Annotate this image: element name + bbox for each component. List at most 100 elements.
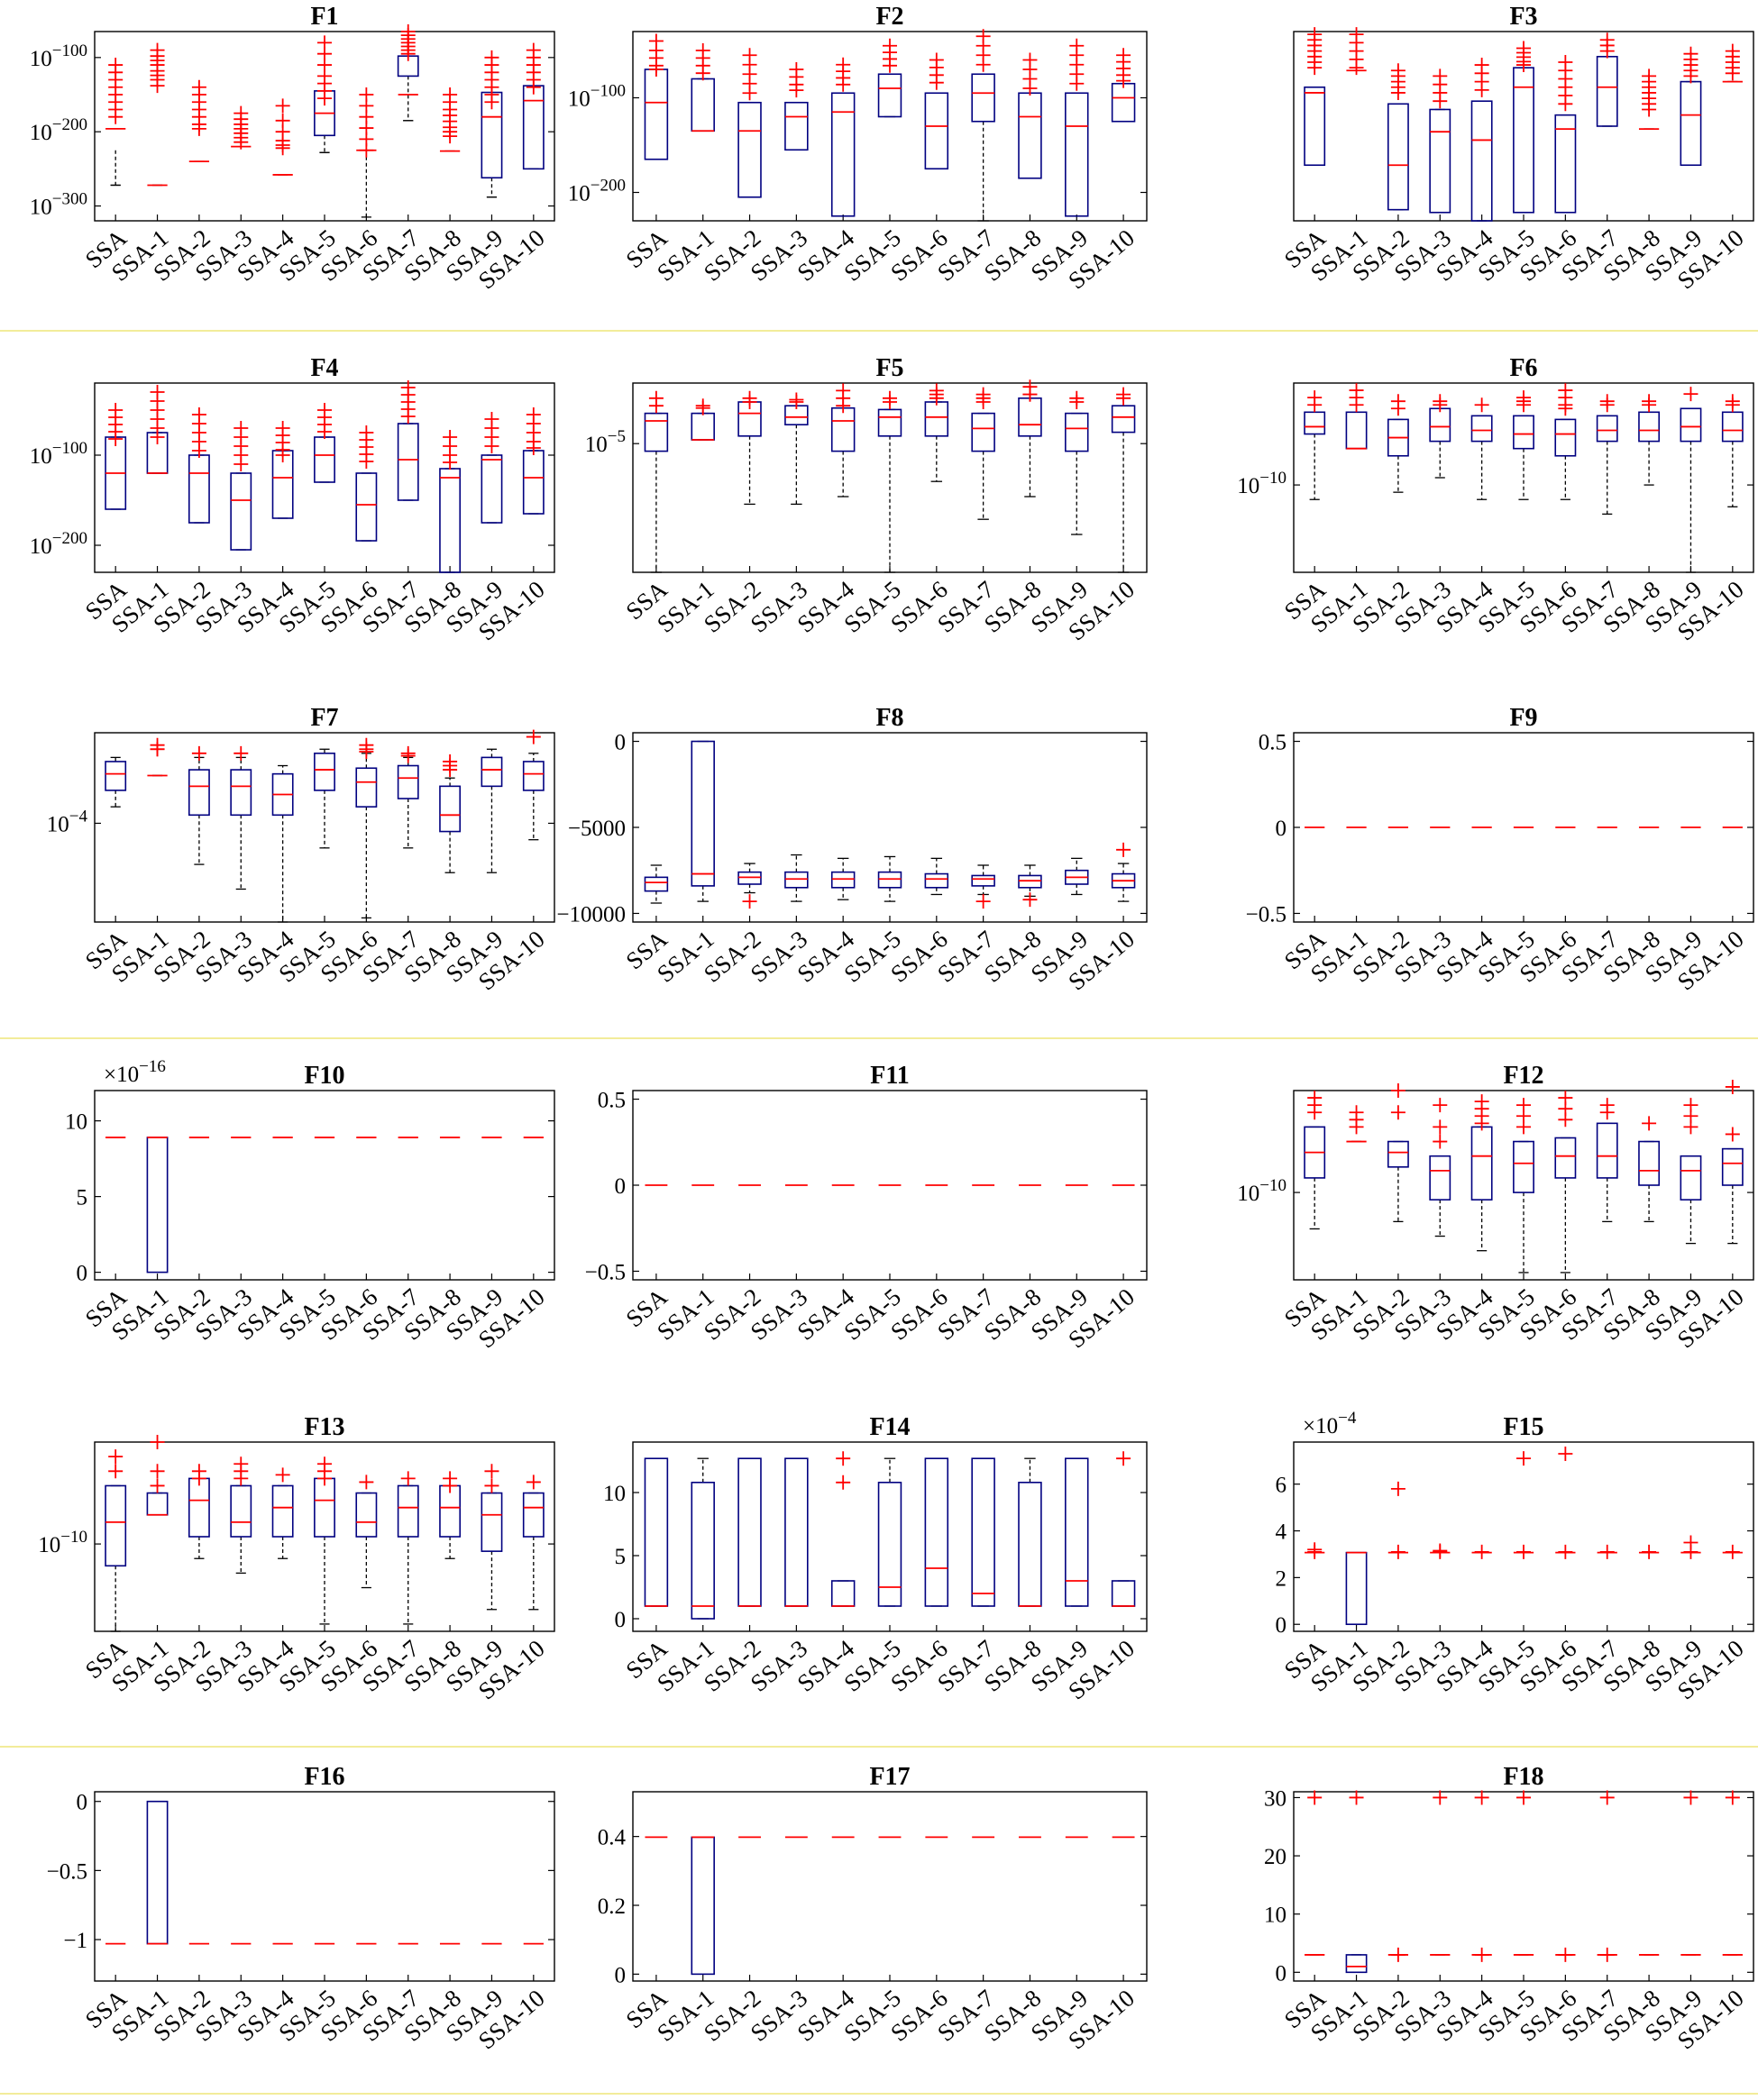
outlier-marker (1516, 58, 1531, 73)
outlier-marker (695, 400, 710, 415)
y-tick-label: 10−4 (47, 807, 88, 836)
outlier-marker (742, 894, 757, 909)
outlier-marker (1725, 1127, 1740, 1142)
outlier-marker (400, 46, 416, 61)
outlier-marker (1642, 1116, 1657, 1131)
outlier-marker (1022, 81, 1038, 96)
outlier-marker (484, 95, 499, 110)
y-tick-label: 0 (1276, 1613, 1287, 1638)
axis-multiplier: ×10−16 (104, 1057, 166, 1087)
outlier-marker (233, 1471, 249, 1486)
box (737, 871, 762, 885)
outlier-marker (150, 742, 165, 757)
outlier-marker (1307, 1105, 1323, 1120)
panel-title: F7 (310, 704, 338, 732)
box (877, 408, 902, 437)
box (1680, 1155, 1702, 1201)
box (1304, 86, 1326, 167)
outlier-marker (1433, 94, 1448, 109)
panel-f14: F141050SSASSA-1SSA-2SSA-3SSA-4SSA-5SSA-6… (603, 1413, 1148, 1705)
box (1513, 1140, 1534, 1193)
panel-f7: F710−4SSASSA-1SSA-2SSA-3SSA-4SSA-5SSA-6S… (47, 704, 555, 996)
axis-multiplier: ×10−4 (1303, 1409, 1357, 1438)
y-tick-label: 10−5 (585, 427, 626, 457)
plot-frame (632, 1441, 1148, 1632)
box (188, 769, 210, 817)
box (784, 871, 809, 889)
box (877, 1482, 902, 1607)
outlier-marker (1069, 395, 1085, 409)
box (105, 761, 127, 791)
y-tick-label: 0 (615, 731, 627, 755)
outlier-marker (1474, 1790, 1489, 1805)
panel-title: F13 (304, 1413, 344, 1441)
box (355, 1492, 378, 1538)
panel-title: F9 (1509, 704, 1537, 732)
panel-title: F3 (1509, 3, 1537, 31)
outlier-marker (359, 142, 374, 158)
box (230, 1484, 252, 1538)
y-tick-label: 10−100 (30, 41, 87, 71)
box (1387, 103, 1409, 211)
outlier-marker (1558, 1947, 1573, 1962)
outlier-marker (1390, 85, 1405, 100)
outlier-marker (929, 390, 944, 406)
outlier-marker (975, 894, 991, 909)
y-tick-label: −5000 (568, 817, 626, 841)
y-tick-label: 10−10 (1237, 1176, 1286, 1206)
y-tick-label: −0.5 (585, 1260, 626, 1284)
outlier-marker (1725, 1079, 1740, 1094)
y-tick-label: 20 (1264, 1845, 1286, 1869)
outlier-marker (108, 109, 124, 124)
panel-title: F11 (870, 1062, 910, 1090)
outlier-marker (929, 75, 944, 90)
outlier-marker (1390, 1544, 1405, 1559)
panel-title: F8 (875, 704, 903, 732)
box (1429, 108, 1451, 214)
y-tick-label: 0 (615, 1608, 627, 1632)
y-tick-label: 10 (603, 1482, 626, 1506)
box (481, 454, 503, 524)
outlier-marker (108, 1449, 124, 1465)
box (691, 412, 715, 441)
box (971, 73, 995, 123)
outlier-marker (1642, 102, 1657, 117)
outlier-marker (1642, 1544, 1657, 1559)
box (924, 872, 949, 889)
outlier-marker (317, 425, 332, 439)
outlier-marker (1390, 1481, 1405, 1496)
outlier-marker (836, 398, 851, 414)
outlier-marker (1474, 397, 1489, 413)
outlier-marker (1349, 1790, 1364, 1805)
box (105, 1484, 127, 1567)
box (1304, 411, 1326, 435)
outlier-marker (400, 748, 416, 763)
outlier-marker (275, 448, 290, 462)
panel-title: F15 (1503, 1413, 1543, 1441)
y-tick-label: −10000 (556, 902, 626, 927)
outlier-marker (836, 1475, 851, 1490)
outlier-marker (1349, 60, 1364, 76)
box (1018, 397, 1042, 437)
panel-title: F4 (310, 354, 338, 382)
box (481, 756, 503, 788)
box (1596, 1122, 1618, 1179)
box (830, 1580, 856, 1607)
panel-f13: F1310−10SSASSA-1SSA-2SSA-3SSA-4SSA-5SSA-… (38, 1413, 555, 1705)
y-tick-label: −1 (63, 1929, 87, 1953)
outlier-marker (108, 1464, 124, 1479)
outlier-marker (1069, 76, 1085, 91)
outlier-marker (742, 86, 757, 101)
panel-title: F14 (869, 1413, 910, 1441)
y-tick-label: 0 (615, 1174, 627, 1199)
outlier-marker (1116, 73, 1131, 88)
y-tick-label: 10−100 (30, 439, 87, 469)
panel-title: F17 (869, 1763, 910, 1791)
outlier-marker (1474, 1116, 1489, 1131)
box (971, 1457, 995, 1607)
outlier-marker (1642, 397, 1657, 413)
y-tick-label: 10−200 (30, 115, 87, 145)
outlier-marker (1307, 1790, 1323, 1805)
outlier-marker (484, 1478, 499, 1493)
outlier-marker (1022, 892, 1038, 908)
